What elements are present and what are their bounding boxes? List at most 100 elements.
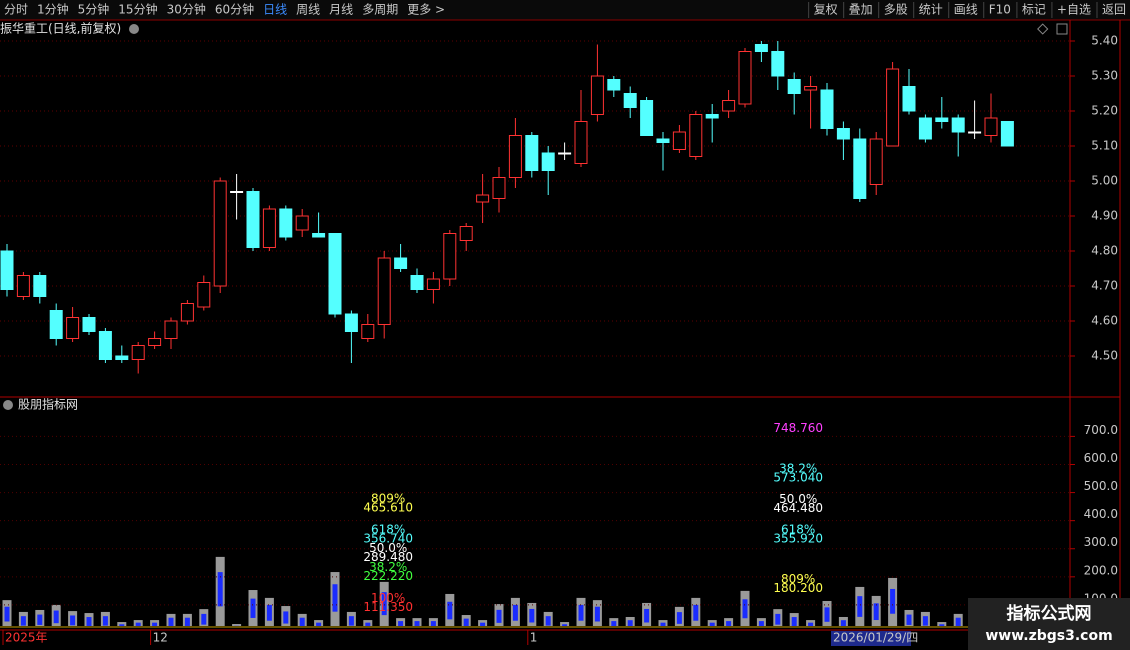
candle-body [213, 180, 227, 287]
level-pct: 38.2% [779, 462, 817, 476]
toolbar-bg [0, 0, 1130, 20]
toolbar-tab[interactable]: 5分钟 [78, 2, 110, 17]
bar-inner [890, 588, 896, 614]
bar-inner [906, 614, 912, 625]
toolbar-tab[interactable]: 15分钟 [118, 2, 157, 17]
candle-body [0, 250, 14, 290]
candle-body [344, 313, 358, 332]
toolbar-button[interactable]: F10 [989, 3, 1011, 17]
bar-inner [545, 616, 551, 626]
bar-inner [512, 604, 518, 621]
bar-inner [398, 621, 404, 626]
bar-inner [266, 604, 272, 621]
bar [232, 624, 242, 626]
toolbar-button[interactable]: 多股 [884, 3, 908, 17]
candle-body [902, 86, 916, 112]
y-tick-label: 5.30 [1091, 69, 1118, 83]
candle-body [820, 89, 834, 129]
dropdown-icon[interactable] [129, 24, 139, 34]
toolbar-tab[interactable]: 1分钟 [37, 2, 69, 17]
bar-inner [70, 615, 76, 626]
y-tick-label: 200.0 [1084, 563, 1118, 577]
candle-body [853, 138, 867, 199]
bar-inner [20, 616, 26, 626]
bar-inner [332, 584, 338, 612]
toolbar-tab[interactable]: 更多 > [407, 3, 445, 17]
bar-inner [660, 622, 666, 626]
toolbar-tab[interactable]: 日线 [263, 3, 287, 17]
toolbar-button[interactable]: 统计 [919, 3, 943, 17]
toolbar-button[interactable]: 画线 [954, 3, 978, 17]
candle-body [262, 208, 276, 248]
toolbar-tab[interactable]: 分时 [4, 3, 28, 17]
toolbar-button[interactable]: +自选 [1057, 3, 1091, 17]
candle-body [787, 79, 801, 94]
candle-body [426, 278, 440, 290]
bar-inner [250, 598, 256, 618]
candle-body [738, 51, 752, 105]
candle-body [689, 114, 703, 157]
bar-inner [53, 610, 59, 624]
level-label: 464.480 [773, 501, 823, 515]
toolbar-tab[interactable]: 30分钟 [167, 2, 206, 17]
bar-inner [152, 622, 158, 626]
y-tick-label: 400.0 [1084, 507, 1118, 521]
bar-inner [463, 618, 469, 626]
bar-inner [873, 603, 879, 621]
candle-body [410, 275, 424, 290]
y-tick-label: 4.80 [1091, 244, 1118, 258]
candle-body [590, 75, 604, 115]
toolbar-button[interactable]: 返回 [1102, 3, 1126, 17]
watermark-bg [968, 598, 1130, 650]
icon[interactable] [1037, 23, 1049, 35]
x-tick-label: 12 [153, 631, 168, 645]
bar-inner [496, 609, 502, 623]
toolbar-button[interactable]: 叠加 [849, 3, 873, 17]
bar-inner [644, 608, 650, 623]
bar-inner [480, 622, 486, 626]
candle-body [312, 233, 326, 238]
x-tick-label: 1 [530, 631, 538, 645]
bar-inner [135, 622, 141, 626]
candle-body [508, 135, 522, 178]
bar-inner [758, 621, 764, 626]
bar-inner [365, 622, 371, 626]
bar-inner [808, 622, 814, 626]
candle-body [574, 121, 588, 164]
candle-body [754, 44, 768, 52]
bar-inner [184, 617, 190, 626]
bar-inner [676, 612, 682, 624]
candle-body [672, 131, 686, 150]
bar-inner [594, 606, 600, 622]
candle-body [836, 128, 850, 140]
chart-title: 振华重工(日线,前复权) [0, 21, 121, 36]
bar-inner [955, 617, 961, 626]
bar-inner [742, 599, 748, 619]
bar-inner [37, 614, 43, 625]
bar-inner [283, 611, 289, 624]
watermark-title: 指标公式网 [1007, 603, 1092, 624]
toolbar-tab[interactable]: 周线 [296, 3, 320, 17]
level-pct: 50.0% [779, 492, 817, 506]
candle-body [492, 177, 506, 199]
date-box [831, 631, 911, 646]
bar-inner [381, 592, 387, 616]
toolbar-button[interactable]: 复权 [814, 3, 838, 17]
toolbar-tab[interactable]: 月线 [329, 3, 353, 17]
candle-body [951, 117, 965, 133]
bar-inner [102, 616, 108, 626]
bar [560, 622, 570, 626]
level-label: 222.220 [363, 569, 413, 583]
bar-inner [824, 607, 830, 622]
icon[interactable] [1056, 23, 1068, 35]
candle-body [918, 117, 932, 140]
toolbar-button[interactable]: 标记 [1022, 3, 1046, 17]
bar-group [2, 556, 1012, 626]
y-tick-label: 4.90 [1091, 209, 1118, 223]
dropdown-icon[interactable] [3, 400, 13, 410]
toolbar-tab[interactable]: 60分钟 [215, 2, 254, 17]
toolbar-tab[interactable]: 多周期 [362, 3, 398, 17]
candle-body [16, 275, 30, 297]
candle-body [180, 303, 194, 322]
